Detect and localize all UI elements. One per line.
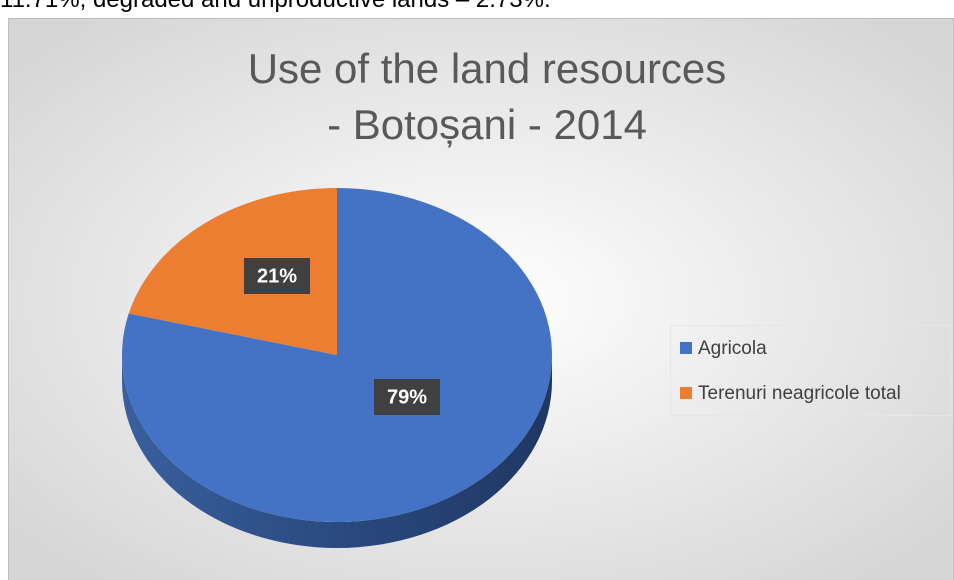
data-label: 21% xyxy=(257,265,297,287)
data-label-box xyxy=(374,379,440,415)
legend-box xyxy=(670,325,951,416)
chart-title: Use of the land resources xyxy=(248,45,727,92)
data-label: 79% xyxy=(387,386,427,408)
pie-side xyxy=(122,355,552,548)
document-text: 11.71%, degraded and unproductive lands … xyxy=(0,0,551,14)
legend-label: Agricola xyxy=(698,338,767,359)
chart-title: - Botoșani - 2014 xyxy=(327,101,647,148)
legend-label: Terenuri neagricole total xyxy=(698,383,901,404)
pie-slice xyxy=(128,188,337,355)
pie-slice xyxy=(122,188,552,523)
legend-swatch xyxy=(680,342,692,354)
legend-swatch xyxy=(680,387,692,399)
data-label-box xyxy=(244,258,310,294)
